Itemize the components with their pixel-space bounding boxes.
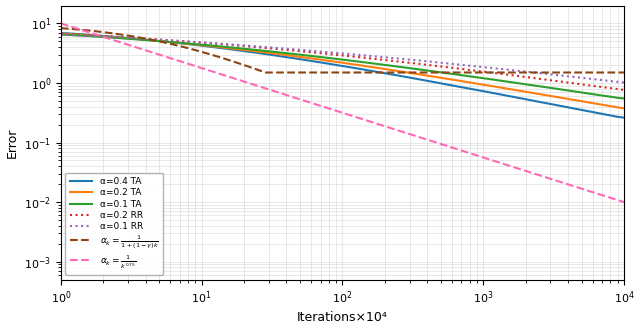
Y-axis label: Error: Error xyxy=(6,127,19,158)
X-axis label: Iterations×10⁴: Iterations×10⁴ xyxy=(297,312,388,324)
Legend: α=0.4 TA, α=0.2 TA, α=0.1 TA, α=0.2 RR, α=0.1 RR, $\alpha_k = \frac{1}{1+(1-\gam: α=0.4 TA, α=0.2 TA, α=0.1 TA, α=0.2 RR, … xyxy=(65,173,163,275)
